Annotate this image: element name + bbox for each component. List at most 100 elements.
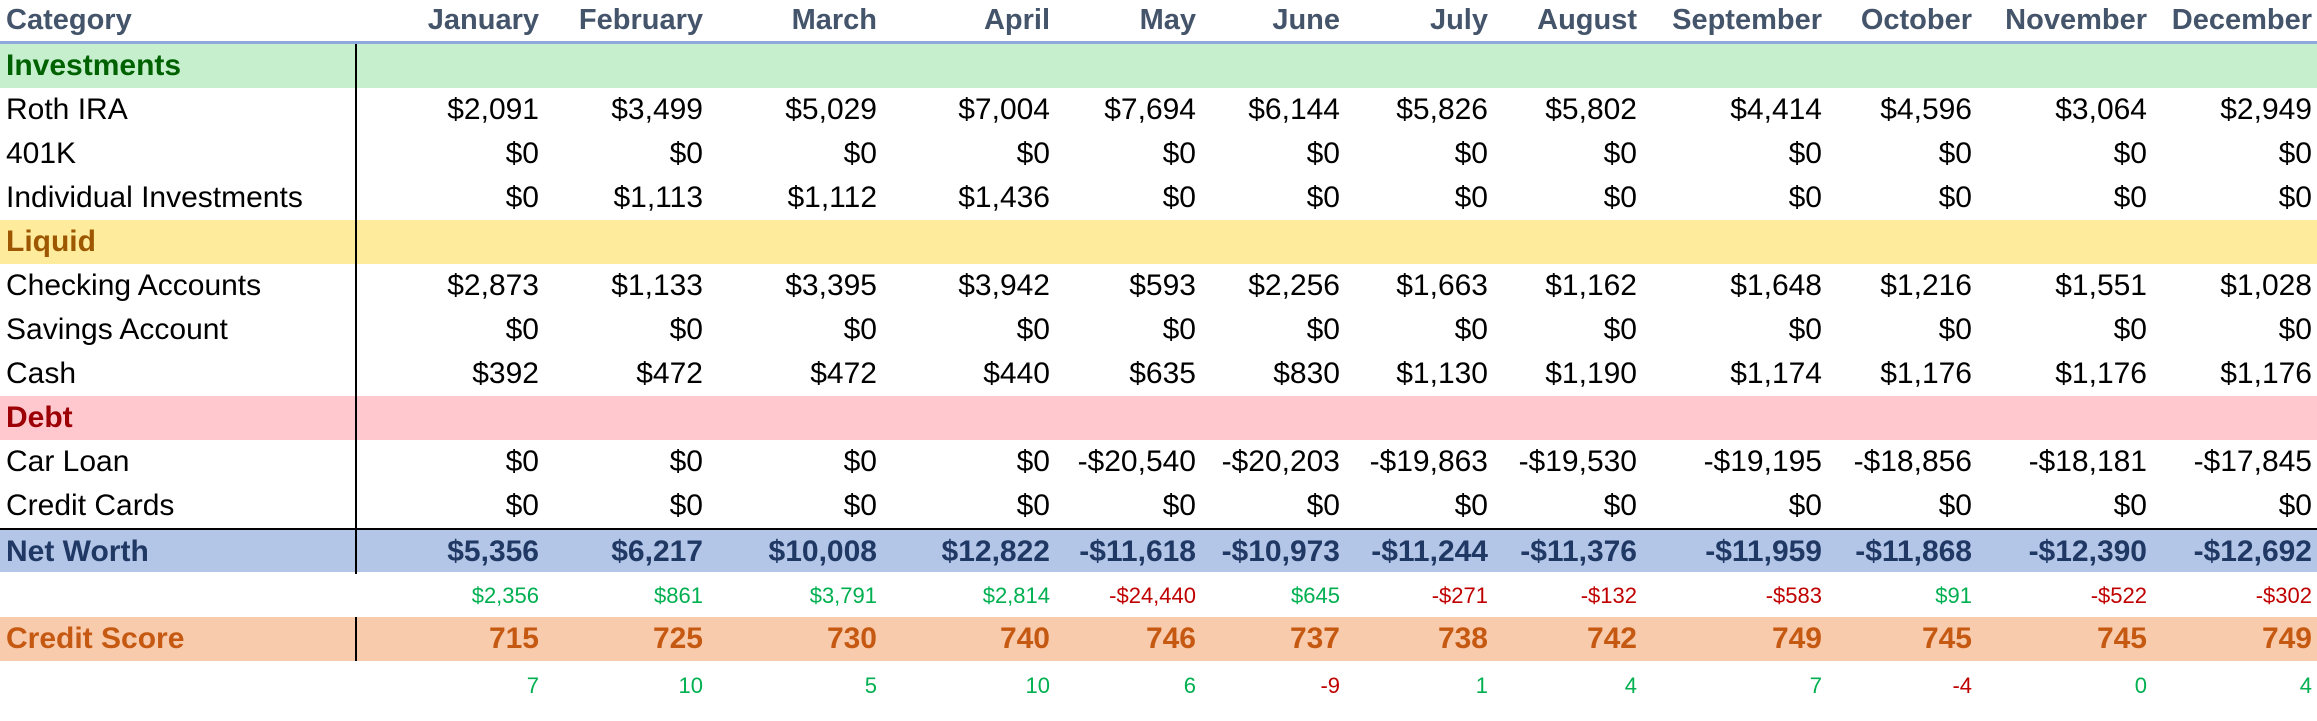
row-label[interactable]: Roth IRA [6, 93, 128, 126]
value-cell[interactable]: $0 [843, 137, 877, 170]
value-cell[interactable]: $5,029 [785, 93, 877, 126]
value-cell[interactable]: $0 [2113, 137, 2147, 170]
header-month-8[interactable]: September [1672, 4, 1822, 36]
value-cell[interactable]: $1,176 [1880, 357, 1972, 390]
header-month-7[interactable]: August [1537, 4, 1637, 36]
value-cell[interactable]: 715 [488, 622, 539, 655]
change-cell[interactable]: 10 [678, 673, 703, 698]
header-category[interactable]: Category [6, 4, 132, 36]
change-cell[interactable]: 10 [1025, 673, 1050, 698]
value-cell[interactable]: $0 [843, 313, 877, 346]
value-cell[interactable]: -$20,540 [1077, 445, 1196, 478]
value-cell[interactable]: 742 [1586, 622, 1637, 655]
value-cell[interactable]: $2,091 [447, 93, 539, 126]
change-cell[interactable]: -$583 [1765, 583, 1822, 608]
value-cell[interactable]: 738 [1437, 622, 1488, 655]
change-cell[interactable]: 4 [2299, 673, 2312, 698]
value-cell[interactable]: -$12,390 [2028, 535, 2147, 568]
value-cell[interactable]: $0 [1306, 489, 1340, 522]
value-cell[interactable]: $7,694 [1104, 93, 1196, 126]
value-cell[interactable]: $10,008 [768, 535, 877, 568]
value-cell[interactable]: $0 [1162, 313, 1196, 346]
row-label[interactable]: Savings Account [6, 313, 228, 346]
value-cell[interactable]: 749 [2261, 622, 2312, 655]
value-cell[interactable]: $0 [1306, 137, 1340, 170]
value-cell[interactable]: -$19,195 [1703, 445, 1822, 478]
value-cell[interactable]: $0 [1454, 181, 1488, 214]
value-cell[interactable]: $5,356 [447, 535, 539, 568]
header-month-6[interactable]: July [1429, 4, 1488, 36]
section-liquid-label[interactable]: Liquid [6, 225, 96, 258]
value-cell[interactable]: 745 [1921, 622, 1972, 655]
value-cell[interactable]: $3,395 [785, 269, 877, 302]
change-cell[interactable]: 6 [1183, 673, 1196, 698]
change-cell[interactable]: $2,814 [982, 583, 1050, 608]
credit-score-label[interactable]: Credit Score [6, 622, 185, 655]
value-cell[interactable]: $6,144 [1248, 93, 1340, 126]
value-cell[interactable]: $1,113 [613, 181, 703, 214]
value-cell[interactable]: $12,822 [941, 535, 1050, 568]
header-month-0[interactable]: January [427, 4, 539, 36]
value-cell[interactable]: $0 [1603, 181, 1637, 214]
change-cell[interactable]: 7 [1809, 673, 1822, 698]
value-cell[interactable]: $0 [505, 445, 539, 478]
value-cell[interactable]: $0 [1454, 489, 1488, 522]
value-cell[interactable]: $0 [1603, 137, 1637, 170]
value-cell[interactable]: 745 [2096, 622, 2147, 655]
value-cell[interactable]: $0 [843, 489, 877, 522]
value-cell[interactable]: $1,436 [958, 181, 1050, 214]
value-cell[interactable]: $0 [2113, 181, 2147, 214]
value-cell[interactable]: $0 [1454, 137, 1488, 170]
change-cell[interactable]: 5 [864, 673, 877, 698]
value-cell[interactable]: $0 [1788, 489, 1822, 522]
net-worth-label[interactable]: Net Worth [6, 535, 149, 568]
value-cell[interactable]: $0 [1016, 445, 1050, 478]
value-cell[interactable]: $2,873 [447, 269, 539, 302]
value-cell[interactable]: -$11,244 [1371, 535, 1488, 568]
value-cell[interactable]: $0 [505, 313, 539, 346]
row-label[interactable]: Credit Cards [6, 489, 175, 522]
value-cell[interactable]: $0 [1788, 313, 1822, 346]
change-cell[interactable]: -$271 [1431, 583, 1488, 608]
value-cell[interactable]: $0 [2278, 313, 2312, 346]
value-cell[interactable]: $1,648 [1730, 269, 1822, 302]
value-cell[interactable]: -$19,530 [1518, 445, 1637, 478]
value-cell[interactable]: $4,414 [1730, 93, 1822, 126]
change-cell[interactable]: $3,791 [809, 583, 877, 608]
value-cell[interactable]: $0 [1603, 313, 1637, 346]
change-cell[interactable]: $861 [654, 583, 703, 608]
value-cell[interactable]: $1,663 [1396, 269, 1488, 302]
change-cell[interactable]: 7 [526, 673, 539, 698]
row-label[interactable]: Cash [6, 357, 77, 390]
section-investments-label[interactable]: Investments [6, 49, 182, 82]
value-cell[interactable]: 730 [826, 622, 877, 655]
change-cell[interactable]: -4 [1952, 673, 1972, 698]
change-cell[interactable]: $91 [1935, 583, 1972, 608]
header-month-1[interactable]: February [578, 4, 703, 36]
change-cell[interactable]: -$522 [2090, 583, 2147, 608]
header-month-2[interactable]: March [791, 4, 877, 36]
header-month-9[interactable]: October [1860, 4, 1972, 36]
value-cell[interactable]: $1,112 [787, 181, 877, 214]
value-cell[interactable]: $0 [505, 489, 539, 522]
value-cell[interactable]: $0 [669, 445, 703, 478]
value-cell[interactable]: -$12,692 [2193, 535, 2312, 568]
value-cell[interactable]: $593 [1129, 269, 1196, 302]
value-cell[interactable]: $830 [1273, 357, 1340, 390]
value-cell[interactable]: $1,216 [1880, 269, 1972, 302]
value-cell[interactable]: 746 [1145, 622, 1196, 655]
value-cell[interactable]: $0 [1788, 137, 1822, 170]
value-cell[interactable]: $0 [669, 313, 703, 346]
value-cell[interactable]: $0 [669, 137, 703, 170]
row-label[interactable]: Individual Investments [6, 181, 303, 214]
value-cell[interactable]: -$11,959 [1705, 535, 1822, 568]
value-cell[interactable]: $0 [505, 181, 539, 214]
change-cell[interactable]: $2,356 [471, 583, 539, 608]
value-cell[interactable]: -$11,376 [1520, 535, 1637, 568]
value-cell[interactable]: $0 [1603, 489, 1637, 522]
value-cell[interactable]: -$11,868 [1855, 535, 1972, 568]
value-cell[interactable]: $0 [2113, 313, 2147, 346]
value-cell[interactable]: $0 [1162, 489, 1196, 522]
value-cell[interactable]: -$19,863 [1369, 445, 1488, 478]
value-cell[interactable]: $0 [2278, 181, 2312, 214]
